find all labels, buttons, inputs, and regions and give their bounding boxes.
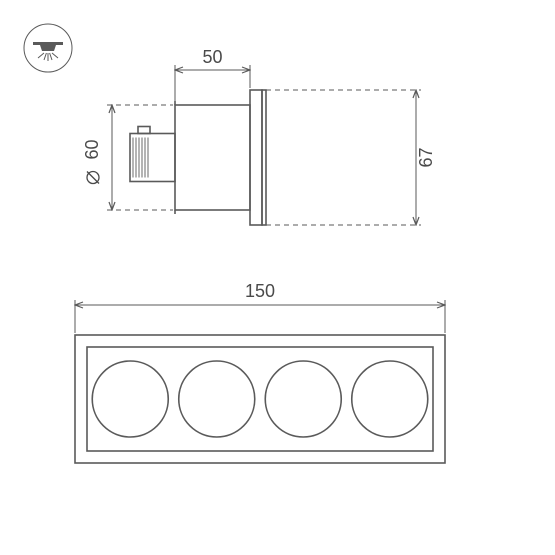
front-aperture	[265, 361, 341, 437]
dim-label-60: 60	[82, 139, 102, 159]
side-flange	[250, 90, 262, 225]
front-aperture	[179, 361, 255, 437]
side-body	[175, 105, 250, 210]
front-aperture	[92, 361, 168, 437]
dim-label-150: 150	[245, 281, 275, 301]
light-icon-ray	[44, 53, 46, 60]
side-connector-tab	[138, 127, 150, 134]
light-icon-ray	[50, 53, 52, 60]
light-icon-body	[40, 45, 56, 51]
light-icon-ray	[38, 53, 44, 58]
technical-drawing: 50 67 60 150	[0, 0, 555, 555]
side-flange-lip	[262, 90, 266, 225]
dim-label-60-group: 60	[82, 139, 102, 183]
dim-label-67: 67	[416, 147, 436, 167]
light-icon-ray	[52, 53, 58, 58]
dim-label-50: 50	[202, 47, 222, 67]
side-connector	[130, 134, 175, 182]
light-icon-bar	[33, 42, 63, 45]
front-outer	[75, 335, 445, 463]
front-aperture	[352, 361, 428, 437]
